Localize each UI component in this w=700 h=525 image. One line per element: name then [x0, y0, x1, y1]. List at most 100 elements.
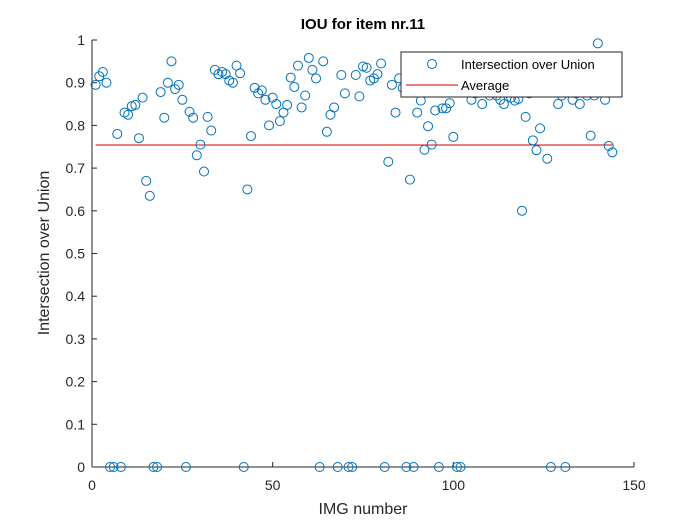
iou-point	[444, 98, 455, 109]
iou-point	[347, 462, 358, 472]
iou-point	[292, 60, 303, 71]
iou-point	[545, 462, 556, 472]
iou-point	[379, 462, 390, 472]
iou-point	[191, 150, 202, 161]
legend: Intersection over Union Average	[400, 51, 623, 98]
iou-point	[339, 88, 350, 99]
iou-point	[383, 156, 394, 167]
iou-point	[376, 58, 387, 69]
iou-point	[448, 131, 459, 142]
iou-point	[289, 81, 300, 92]
iou-point	[188, 112, 199, 123]
iou-point	[253, 88, 264, 99]
y-tick-label: 0.2	[66, 374, 86, 390]
iou-point	[144, 190, 155, 201]
iou-point	[332, 462, 343, 472]
iou-point	[386, 79, 397, 90]
iou-point	[133, 133, 144, 144]
iou-point	[300, 90, 311, 101]
legend-label-iou: Intersection over Union	[461, 57, 595, 72]
iou-point	[184, 106, 195, 117]
legend-marker-iou	[427, 59, 437, 69]
iou-point	[260, 94, 271, 105]
iou-point	[264, 120, 275, 131]
y-tick-label: 0.3	[66, 331, 86, 347]
iou-point	[426, 139, 437, 150]
x-tick-label: 150	[622, 477, 646, 493]
iou-point	[162, 77, 173, 88]
chart-title: IOU for item nr.11	[301, 16, 425, 33]
iou-point	[282, 99, 293, 110]
iou-point	[307, 64, 318, 75]
iou-point	[166, 56, 177, 67]
iou-point	[155, 87, 166, 98]
iou-point	[412, 107, 423, 118]
iou-point	[372, 69, 383, 80]
iou-point	[535, 123, 546, 134]
x-tick-label: 50	[265, 477, 281, 493]
y-axis-label: Intersection over Union	[36, 171, 53, 336]
iou-point	[227, 77, 238, 88]
iou-point	[311, 73, 322, 84]
iou-point	[235, 68, 246, 79]
iou-point	[437, 103, 448, 114]
iou-point	[202, 111, 213, 122]
iou-point	[419, 144, 430, 155]
iou-point	[195, 139, 206, 150]
iou-point	[603, 140, 614, 151]
iou-point	[141, 175, 152, 186]
y-tick-label: 0.4	[66, 288, 86, 304]
y-tick-label: 0.5	[66, 246, 86, 262]
iou-point	[115, 462, 126, 472]
iou-point	[318, 56, 329, 67]
iou-point	[123, 109, 134, 120]
legend-label-average: Average	[461, 78, 509, 93]
iou-point	[159, 112, 170, 123]
y-tick-label: 0	[77, 459, 85, 475]
iou-point	[303, 52, 314, 63]
iou-point	[321, 126, 332, 137]
iou-point	[108, 462, 119, 472]
iou-point	[560, 462, 571, 472]
iou-point	[249, 82, 260, 93]
iou-point	[238, 462, 249, 472]
iou-point	[361, 62, 372, 73]
plot-background	[92, 40, 634, 467]
iou-point	[314, 462, 325, 472]
iou-point	[390, 107, 401, 118]
iou-point	[105, 462, 116, 472]
iou-point	[408, 462, 419, 472]
iou-point	[350, 70, 361, 81]
iou-point	[97, 67, 108, 78]
iou-point	[90, 79, 101, 90]
iou-point	[592, 38, 603, 49]
iou-point	[441, 103, 452, 114]
iou-point	[531, 145, 542, 156]
iou-point	[112, 128, 123, 139]
y-ticks: 0 0.1 0.2 0.3 0.4 0.5 0.6 0.7 0.8 0.9 1	[66, 32, 97, 475]
x-ticks: 0 50 100 150	[88, 462, 646, 493]
y-tick-label: 0.8	[66, 117, 86, 133]
y-tick-label: 1	[77, 32, 85, 48]
legend-box	[400, 51, 623, 98]
iou-point	[498, 99, 509, 110]
x-tick-label: 0	[88, 477, 96, 493]
iou-point	[177, 94, 188, 105]
iou-point	[256, 85, 267, 96]
plot-area	[92, 40, 634, 467]
iou-point	[516, 205, 527, 216]
iou-point	[148, 462, 159, 472]
iou-point	[296, 102, 307, 113]
iou-point	[553, 99, 564, 110]
iou-point	[574, 99, 585, 110]
iou-point	[451, 462, 462, 472]
iou-point	[274, 116, 285, 127]
iou-point	[520, 111, 531, 122]
iou-point	[285, 72, 296, 83]
iou-point	[267, 92, 278, 103]
iou-point	[152, 462, 163, 472]
iou-point	[455, 462, 466, 472]
iou-point	[271, 99, 282, 110]
iou-point	[336, 70, 347, 81]
